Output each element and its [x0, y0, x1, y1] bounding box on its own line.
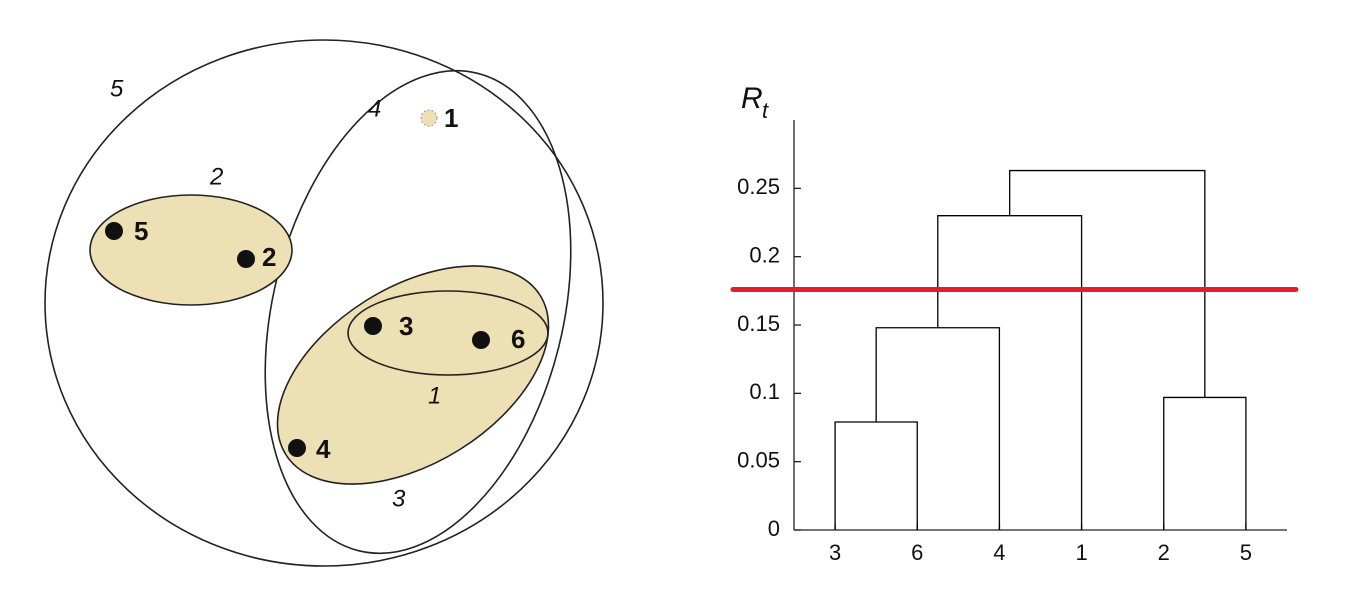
- cluster-label: 2: [209, 163, 223, 190]
- x-tick-label: 6: [911, 540, 923, 565]
- cluster-outline: [276, 265, 550, 485]
- y-axis-label-subscript: t: [762, 98, 769, 123]
- y-tick-label: 0: [768, 516, 780, 541]
- cluster-outline: [44, 39, 604, 567]
- merge-link: [937, 215, 1083, 530]
- merge-link: [1009, 169, 1206, 398]
- merge-link: [875, 327, 1001, 530]
- x-tick-label: 2: [1158, 540, 1170, 565]
- point: [105, 222, 123, 240]
- y-tick-label: 0.15: [737, 311, 780, 336]
- x-tick-label: 4: [993, 540, 1005, 565]
- cluster-diagram: [44, 39, 604, 567]
- y-axis-label: R: [741, 82, 763, 115]
- point: [288, 439, 306, 457]
- point-label: 2: [262, 242, 276, 272]
- y-tick-label: 0.1: [749, 379, 780, 404]
- cluster-label: 3: [392, 485, 406, 512]
- cluster-label: 5: [110, 75, 124, 102]
- x-tick-label: 1: [1075, 540, 1087, 565]
- cluster-label: 1: [428, 382, 441, 409]
- merge-link: [834, 421, 918, 530]
- point: [237, 250, 255, 268]
- point-label: 1: [444, 103, 458, 133]
- y-tick-label: 0.05: [737, 447, 780, 472]
- y-tick-label: 0.2: [749, 242, 780, 267]
- point-label: 3: [399, 311, 413, 341]
- point-label: 5: [134, 216, 148, 246]
- points: [105, 109, 490, 457]
- x-tick-label: 3: [829, 540, 841, 565]
- x-tick-label: 5: [1240, 540, 1252, 565]
- point: [472, 331, 490, 349]
- cluster-outline: [89, 194, 293, 306]
- point: [420, 109, 438, 127]
- cluster-label: 4: [368, 95, 381, 122]
- y-tick-label: 0.25: [737, 174, 780, 199]
- point: [364, 317, 382, 335]
- point-label: 4: [316, 434, 331, 464]
- cluster-outline: [347, 290, 549, 376]
- merge-link: [1163, 396, 1247, 530]
- point-label: 6: [511, 324, 525, 354]
